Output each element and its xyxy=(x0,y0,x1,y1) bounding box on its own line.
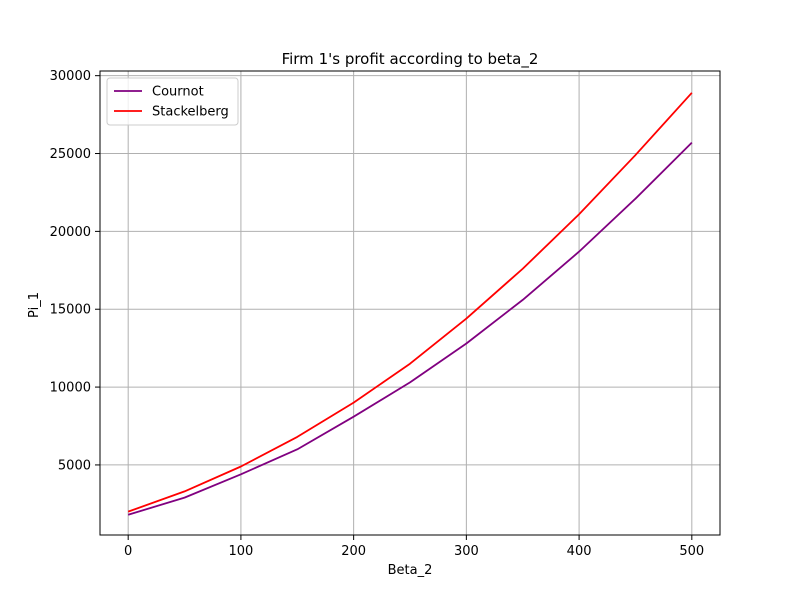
y-tick-label: 30000 xyxy=(50,69,91,84)
series-line-cournot xyxy=(127,141,693,516)
x-tick-label: 500 xyxy=(679,544,704,559)
x-tick-label: 200 xyxy=(341,544,366,559)
y-axis-label: Pi_1 xyxy=(27,292,42,318)
chart-title: Firm 1's profit according to beta_2 xyxy=(282,50,539,69)
y-tick-label: 15000 xyxy=(50,303,91,318)
y-tick-label: 25000 xyxy=(50,147,91,162)
legend-label-stackelberg: Stackelberg xyxy=(152,105,229,120)
y-tick-label: 10000 xyxy=(50,381,91,396)
y-tick-label: 5000 xyxy=(58,458,91,473)
grid-lines xyxy=(100,71,720,535)
x-axis-label: Beta_2 xyxy=(388,563,433,578)
series-line-stackelberg xyxy=(127,92,693,513)
legend-label-cournot: Cournot xyxy=(152,85,204,100)
plot-frame xyxy=(99,70,721,536)
x-tick-label: 100 xyxy=(228,544,253,559)
y-tick-label: 20000 xyxy=(50,225,91,240)
x-tick-label: 300 xyxy=(454,544,479,559)
series-lines xyxy=(127,92,693,516)
x-tick-label: 400 xyxy=(567,544,592,559)
legend: Cournot Stackelberg xyxy=(106,77,239,126)
legend-box xyxy=(106,77,239,126)
x-tick-label: 0 xyxy=(124,544,132,559)
axis-ticks: 0 100 200 300 400 500 5000 10000 15000 20000 25000… xyxy=(50,69,705,559)
